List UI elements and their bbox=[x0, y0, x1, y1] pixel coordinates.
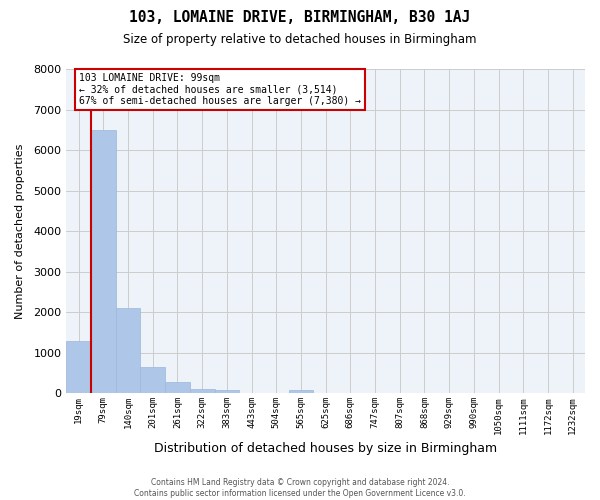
Bar bbox=[91, 130, 116, 394]
Bar bbox=[67, 340, 91, 394]
Bar bbox=[289, 390, 313, 394]
Text: 103, LOMAINE DRIVE, BIRMINGHAM, B30 1AJ: 103, LOMAINE DRIVE, BIRMINGHAM, B30 1AJ bbox=[130, 10, 470, 25]
Text: 103 LOMAINE DRIVE: 99sqm
← 32% of detached houses are smaller (3,514)
67% of sem: 103 LOMAINE DRIVE: 99sqm ← 32% of detach… bbox=[79, 72, 361, 106]
Text: Size of property relative to detached houses in Birmingham: Size of property relative to detached ho… bbox=[123, 32, 477, 46]
Bar bbox=[165, 382, 190, 394]
Bar bbox=[190, 389, 215, 394]
Bar bbox=[116, 308, 140, 394]
Y-axis label: Number of detached properties: Number of detached properties bbox=[15, 144, 25, 319]
Bar bbox=[215, 390, 239, 394]
Bar bbox=[140, 367, 165, 394]
Text: Contains HM Land Registry data © Crown copyright and database right 2024.
Contai: Contains HM Land Registry data © Crown c… bbox=[134, 478, 466, 498]
X-axis label: Distribution of detached houses by size in Birmingham: Distribution of detached houses by size … bbox=[154, 442, 497, 455]
